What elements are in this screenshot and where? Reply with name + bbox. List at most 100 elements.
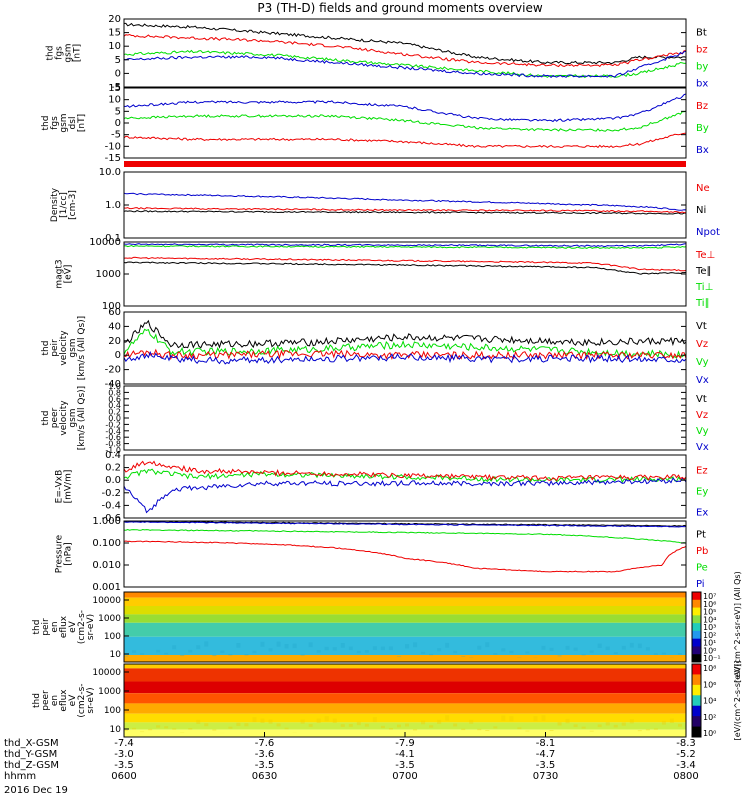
colorbar-swatch — [692, 592, 701, 601]
heatmap-cell-espec-34 — [260, 718, 265, 723]
ylabel-fgs: [nT] — [73, 44, 83, 62]
heatmap-cell-espec-100 — [525, 730, 530, 732]
heatmap-cell-ispec-130 — [645, 647, 650, 651]
legend-fge-0: Bz — [696, 101, 708, 112]
legend-fgs-3: bx — [696, 79, 708, 90]
heatmap-cell-espec-66 — [388, 728, 393, 730]
panel-espec: 10000 1000 100 10 10⁸ 10⁶ 10⁴ 10² 10⁰ thd peer en ef… — [32, 661, 742, 741]
heatmap-cell-ispec-38 — [276, 641, 281, 647]
ylabel-fge: gsm — [59, 113, 69, 132]
colorbar-tick: 10¹ — [703, 639, 716, 648]
ylabel-espec: (cm2-s- — [77, 683, 87, 717]
ytick-label: 60 — [108, 307, 121, 318]
ylabel-ve: peer — [50, 407, 60, 428]
series-ef-Ex — [124, 477, 686, 514]
ylabel-espec: thd — [32, 693, 42, 708]
heatmap-cell-espec-22 — [212, 729, 217, 731]
legend-ve-1: Vz — [696, 410, 708, 421]
flag-bar — [124, 161, 686, 167]
heatmap-cell-ispec-112 — [573, 647, 578, 651]
series-vi-Vt — [124, 319, 686, 349]
heatmap-band-ispec-2 — [124, 606, 686, 615]
series-pressure-Pt — [124, 521, 686, 527]
ylabel-vi: velocity — [59, 330, 69, 366]
series-temp-Te∥ — [124, 261, 686, 275]
heatmap-cell-espec-28 — [236, 722, 241, 726]
xtick-time: 0730 — [533, 771, 558, 782]
ytick-label: 20 — [108, 336, 121, 347]
heatmap-cell-ispec-12 — [172, 645, 177, 650]
heatmap-cell-espec-38 — [276, 723, 281, 727]
heatmap-cell-ispec-50 — [324, 646, 329, 651]
legend-pressure-2: Pe — [696, 562, 708, 573]
ytick-label: -0.6 — [101, 513, 121, 524]
heatmap-cell-espec-94 — [501, 715, 506, 721]
heatmap-cell-espec-46 — [308, 724, 313, 727]
colorbar-swatch — [692, 646, 701, 655]
ylabel-ve: velocity — [59, 400, 69, 436]
legend-temp-2: Ti⊥ — [695, 282, 713, 293]
xaxis-row-label: thd_Z-GSM — [4, 760, 59, 771]
xaxis-value: -4.1 — [395, 749, 415, 760]
heatmap-cell-ispec-18 — [196, 645, 201, 650]
ytick-label: -40 — [105, 379, 121, 390]
ytick-label: -10 — [105, 141, 121, 152]
ylabel-espec: en — [50, 695, 60, 706]
heatmap-cell-ispec-20 — [204, 641, 209, 647]
ytick-label: 5 — [115, 55, 121, 66]
heatmap-cell-ispec-30 — [244, 654, 249, 656]
series-ef-Ez — [124, 460, 686, 482]
ylabel-ispec: (cm2-s- — [77, 610, 87, 644]
ytick-label: -5 — [111, 82, 121, 93]
xtick-time: 0600 — [111, 771, 136, 782]
heatmap-cell-ispec-128 — [637, 643, 642, 649]
heatmap-cell-ispec-22 — [212, 654, 217, 657]
ylabel-espec: sr-eV) — [86, 687, 96, 713]
heatmap-cell-ispec-28 — [236, 643, 241, 648]
ylabel-temp: magt3 — [55, 259, 65, 288]
heatmap-cell-ispec-42 — [292, 643, 297, 649]
ylabel-pressure: [nPa] — [64, 542, 74, 565]
ylabel-espec: eflux — [59, 689, 69, 712]
heatmap-band-espec-6 — [124, 722, 686, 730]
xaxis-value: -7.4 — [114, 738, 134, 749]
heatmap-cell-ispec-108 — [557, 655, 562, 657]
heatmap-cell-ispec-36 — [268, 648, 273, 652]
ytick-label: 1.0 — [105, 200, 121, 211]
heatmap-cell-espec-48 — [316, 718, 321, 723]
ylabel-ispec: eV — [68, 620, 78, 633]
heatmap-cell-ispec-78 — [437, 648, 442, 652]
ylabel-fgs: thd — [46, 46, 56, 61]
heatmap-cell-espec-62 — [372, 717, 377, 723]
heatmap-cell-espec-120 — [605, 722, 610, 726]
heatmap-cell-espec-74 — [421, 720, 426, 725]
ytick-label: -0.6 — [105, 433, 121, 442]
heatmap-cell-ispec-110 — [565, 645, 570, 650]
series-temp-Ti∥ — [124, 243, 686, 248]
heatmap-band-espec-3 — [124, 693, 686, 704]
heatmap-cell-espec-114 — [581, 726, 586, 729]
heatmap-cell-espec-132 — [653, 728, 658, 730]
legend-vi-2: Vy — [696, 357, 709, 368]
ytick-label: -0.2 — [101, 488, 121, 499]
ytick-label: 10000 — [89, 237, 121, 248]
series-fge-By — [124, 110, 686, 132]
heatmap-cell-ispec-48 — [316, 650, 321, 653]
series-density-Ni — [124, 210, 686, 215]
heatmap-cell-ispec-126 — [629, 642, 634, 648]
ytick-label: 0.0 — [108, 414, 121, 423]
heatmap-cell-ispec-24 — [220, 650, 225, 653]
ytick-label: -20 — [105, 365, 121, 376]
xaxis-value: -3.0 — [114, 749, 134, 760]
ytick-label: 10 — [108, 95, 121, 106]
heatmap-cell-espec-56 — [348, 723, 353, 727]
colorbar-label-espec: [eV/(cm^2-s-sr-eV)] — [733, 661, 742, 741]
colorbar-swatch — [692, 695, 701, 707]
colorbar-tick: 10² — [703, 713, 716, 722]
series-vi-Vy — [124, 328, 686, 359]
heatmap-cell-espec-130 — [645, 729, 650, 731]
heatmap-cell-espec-12 — [172, 728, 177, 730]
series-density-Npot — [124, 192, 686, 211]
ytick-label: 0.4 — [105, 450, 121, 461]
